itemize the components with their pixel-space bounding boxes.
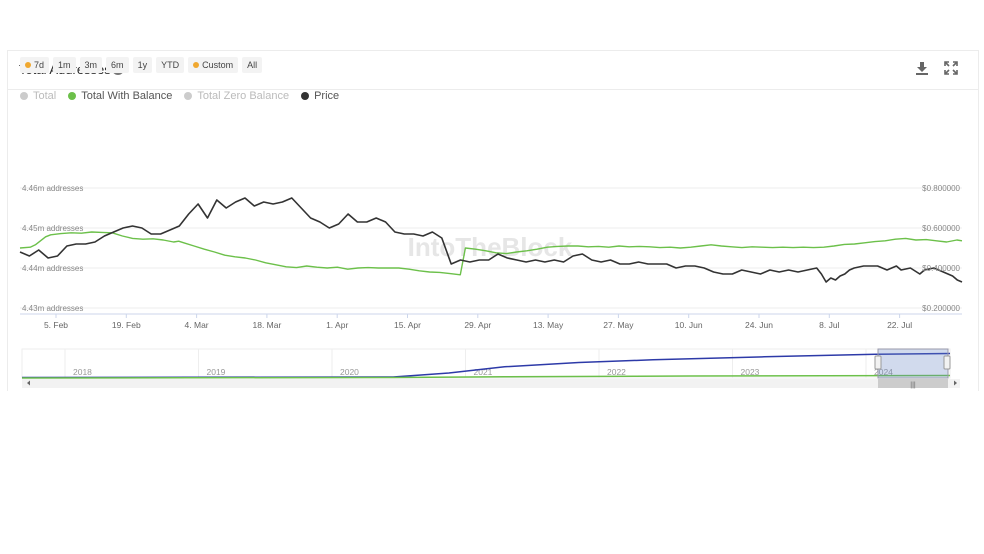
expand-icon[interactable] [943,61,959,77]
range-selector: 7d 1m 3m 6m 1y YTD Custom All [20,57,263,73]
legend-label: Total [33,90,57,102]
range-button-ytd[interactable]: YTD [156,57,185,73]
range-button-1m[interactable]: 1m [53,57,76,73]
range-button-7d[interactable]: 7d [20,57,50,73]
range-dot-icon [193,62,200,68]
range-button-label: 1m [58,60,71,70]
legend-item-total-with-balance[interactable]: Total With Balance [68,90,172,102]
legend-label: Price [314,90,340,102]
legend-dot-icon [301,92,310,100]
chart-legend: Total Total With Balance Total Zero Balanc… [20,90,339,102]
range-button-1y[interactable]: 1y [132,57,153,73]
legend-label: Total Zero Balance [197,90,290,102]
range-button-label: 3m [84,60,98,70]
range-dot-icon [25,62,31,68]
legend-item-price[interactable]: Price [301,90,339,102]
range-button-label: YTD [161,60,180,70]
legend-item-total-zero-balance[interactable]: Total Zero Balance [184,90,289,102]
range-button-label: 1y [137,60,148,70]
range-button-label: 6m [111,60,124,70]
legend-item-total[interactable]: Total [20,90,56,102]
legend-dot-icon [20,92,28,100]
legend-dot-icon [68,92,77,100]
range-button-all[interactable]: All [242,57,263,73]
range-button-custom[interactable]: Custom [188,57,239,73]
legend-label: Total With Balance [81,90,173,102]
range-button-label: All [247,60,258,70]
range-button-6m[interactable]: 6m [106,57,129,73]
download-icon[interactable] [914,61,930,77]
range-button-3m[interactable]: 3m [79,57,103,73]
range-button-label: 7d [34,60,45,70]
range-button-label: Custom [202,60,234,70]
legend-dot-icon [184,92,193,100]
